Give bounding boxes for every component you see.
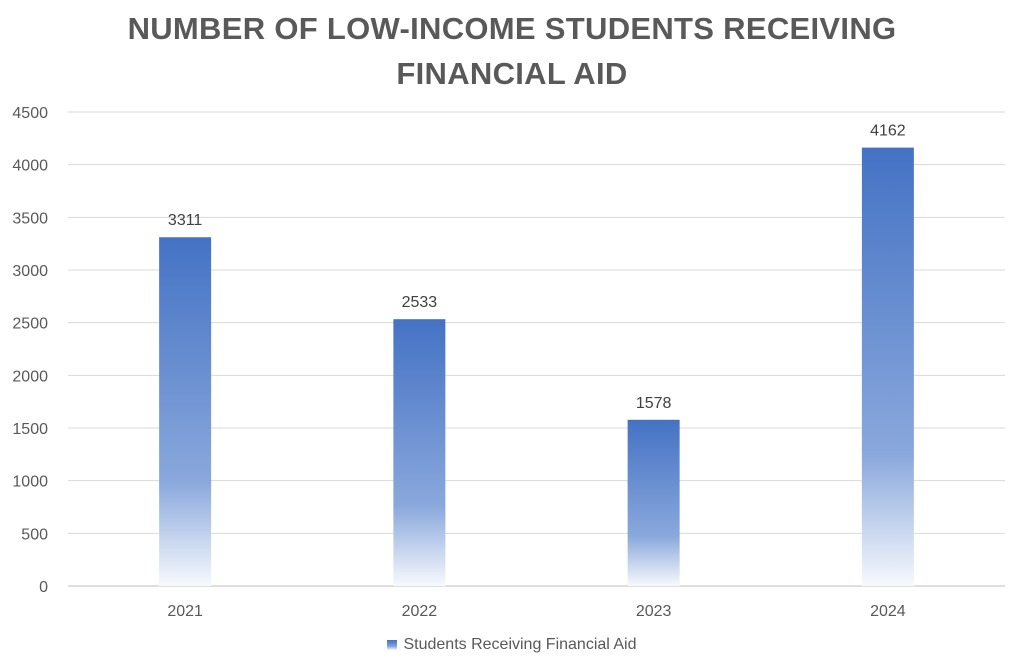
- legend-swatch: [387, 640, 398, 650]
- y-tick-label-1500: 1500: [12, 421, 48, 438]
- y-tick-label-500: 500: [21, 526, 48, 543]
- y-tick-label-3500: 3500: [12, 210, 48, 227]
- chart-title: NUMBER OF LOW-INCOME STUDENTS RECEIVING …: [0, 6, 1024, 96]
- x-tick-label-2024: 2024: [870, 603, 906, 620]
- bar-2023: [627, 419, 680, 586]
- data-label-2024: 4162: [870, 123, 906, 140]
- gridlines: [68, 111, 1005, 587]
- bar-2022: [393, 319, 446, 586]
- y-tick-label-4000: 4000: [12, 158, 48, 175]
- bar-2021: [159, 237, 212, 586]
- bar-2024: [861, 147, 914, 586]
- y-tick-label-2500: 2500: [12, 316, 48, 333]
- chart-title-line-1: NUMBER OF LOW-INCOME STUDENTS RECEIVING: [127, 11, 897, 46]
- x-axis-ticks: 2021 2022 2023 2024: [167, 603, 905, 620]
- y-tick-label-0: 0: [39, 579, 48, 596]
- y-tick-label-1000: 1000: [12, 474, 48, 491]
- y-tick-label-3000: 3000: [12, 263, 48, 280]
- bars: [159, 147, 914, 586]
- x-tick-label-2023: 2023: [636, 603, 672, 620]
- x-tick-label-2021: 2021: [167, 603, 203, 620]
- y-tick-label-2000: 2000: [12, 368, 48, 385]
- legend-label: Students Receiving Financial Aid: [403, 636, 637, 653]
- data-label-2023: 1578: [636, 395, 672, 412]
- y-tick-label-4500: 4500: [12, 105, 48, 122]
- legend: Students Receiving Financial Aid: [0, 636, 1024, 654]
- y-axis-ticks: 0 500 1000 1500 2000 2500 3000 3500 4000 4500: [12, 105, 48, 596]
- data-labels: 3311 2533 1578 4162: [168, 123, 906, 412]
- chart-title-line-2: FINANCIAL AID: [396, 56, 628, 91]
- data-label-2021: 3311: [168, 212, 203, 229]
- data-label-2022: 2533: [402, 294, 438, 311]
- x-tick-label-2022: 2022: [402, 603, 438, 620]
